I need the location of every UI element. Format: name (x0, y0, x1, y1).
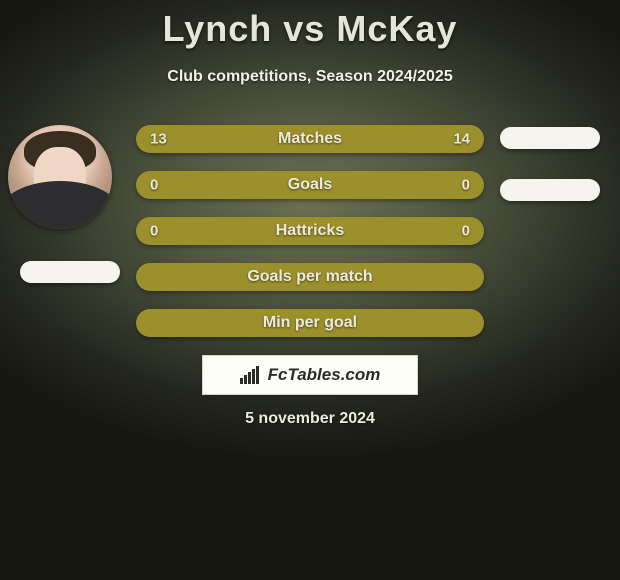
source-logo: FcTables.com (202, 355, 418, 395)
stat-left-value: 13 (150, 131, 167, 148)
avatar-face (34, 147, 86, 207)
stat-row-goals-per-match: Goals per match (136, 263, 484, 291)
player-right-name-pill (500, 179, 600, 201)
bars-icon (240, 366, 262, 384)
date-text: 5 november 2024 (245, 410, 375, 428)
comparison-card: Lynch vs McKay Club competitions, Season… (0, 0, 620, 580)
player-right-avatar-pill (500, 127, 600, 149)
player-left-name-pill (20, 261, 120, 283)
stat-left-value: 0 (150, 223, 158, 240)
stat-label: Hattricks (276, 222, 344, 240)
stat-label: Goals per match (247, 268, 372, 286)
subtitle: Club competitions, Season 2024/2025 (0, 68, 620, 86)
stat-label: Matches (278, 130, 342, 148)
stat-right-value: 14 (453, 131, 470, 148)
stat-right-value: 0 (462, 177, 470, 194)
logo-text: FcTables.com (268, 365, 381, 385)
stat-label: Goals (288, 176, 332, 194)
stat-row-matches: 13 Matches 14 (136, 125, 484, 153)
stat-label: Min per goal (263, 314, 357, 332)
player-left-avatar (8, 125, 112, 229)
stat-right-value: 0 (462, 223, 470, 240)
stat-row-goals: 0 Goals 0 (136, 171, 484, 199)
stat-row-min-per-goal: Min per goal (136, 309, 484, 337)
stat-row-hattricks: 0 Hattricks 0 (136, 217, 484, 245)
stat-left-value: 0 (150, 177, 158, 194)
stat-rows: 13 Matches 14 0 Goals 0 0 Hattricks 0 Go… (136, 125, 484, 355)
page-title: Lynch vs McKay (0, 0, 620, 50)
